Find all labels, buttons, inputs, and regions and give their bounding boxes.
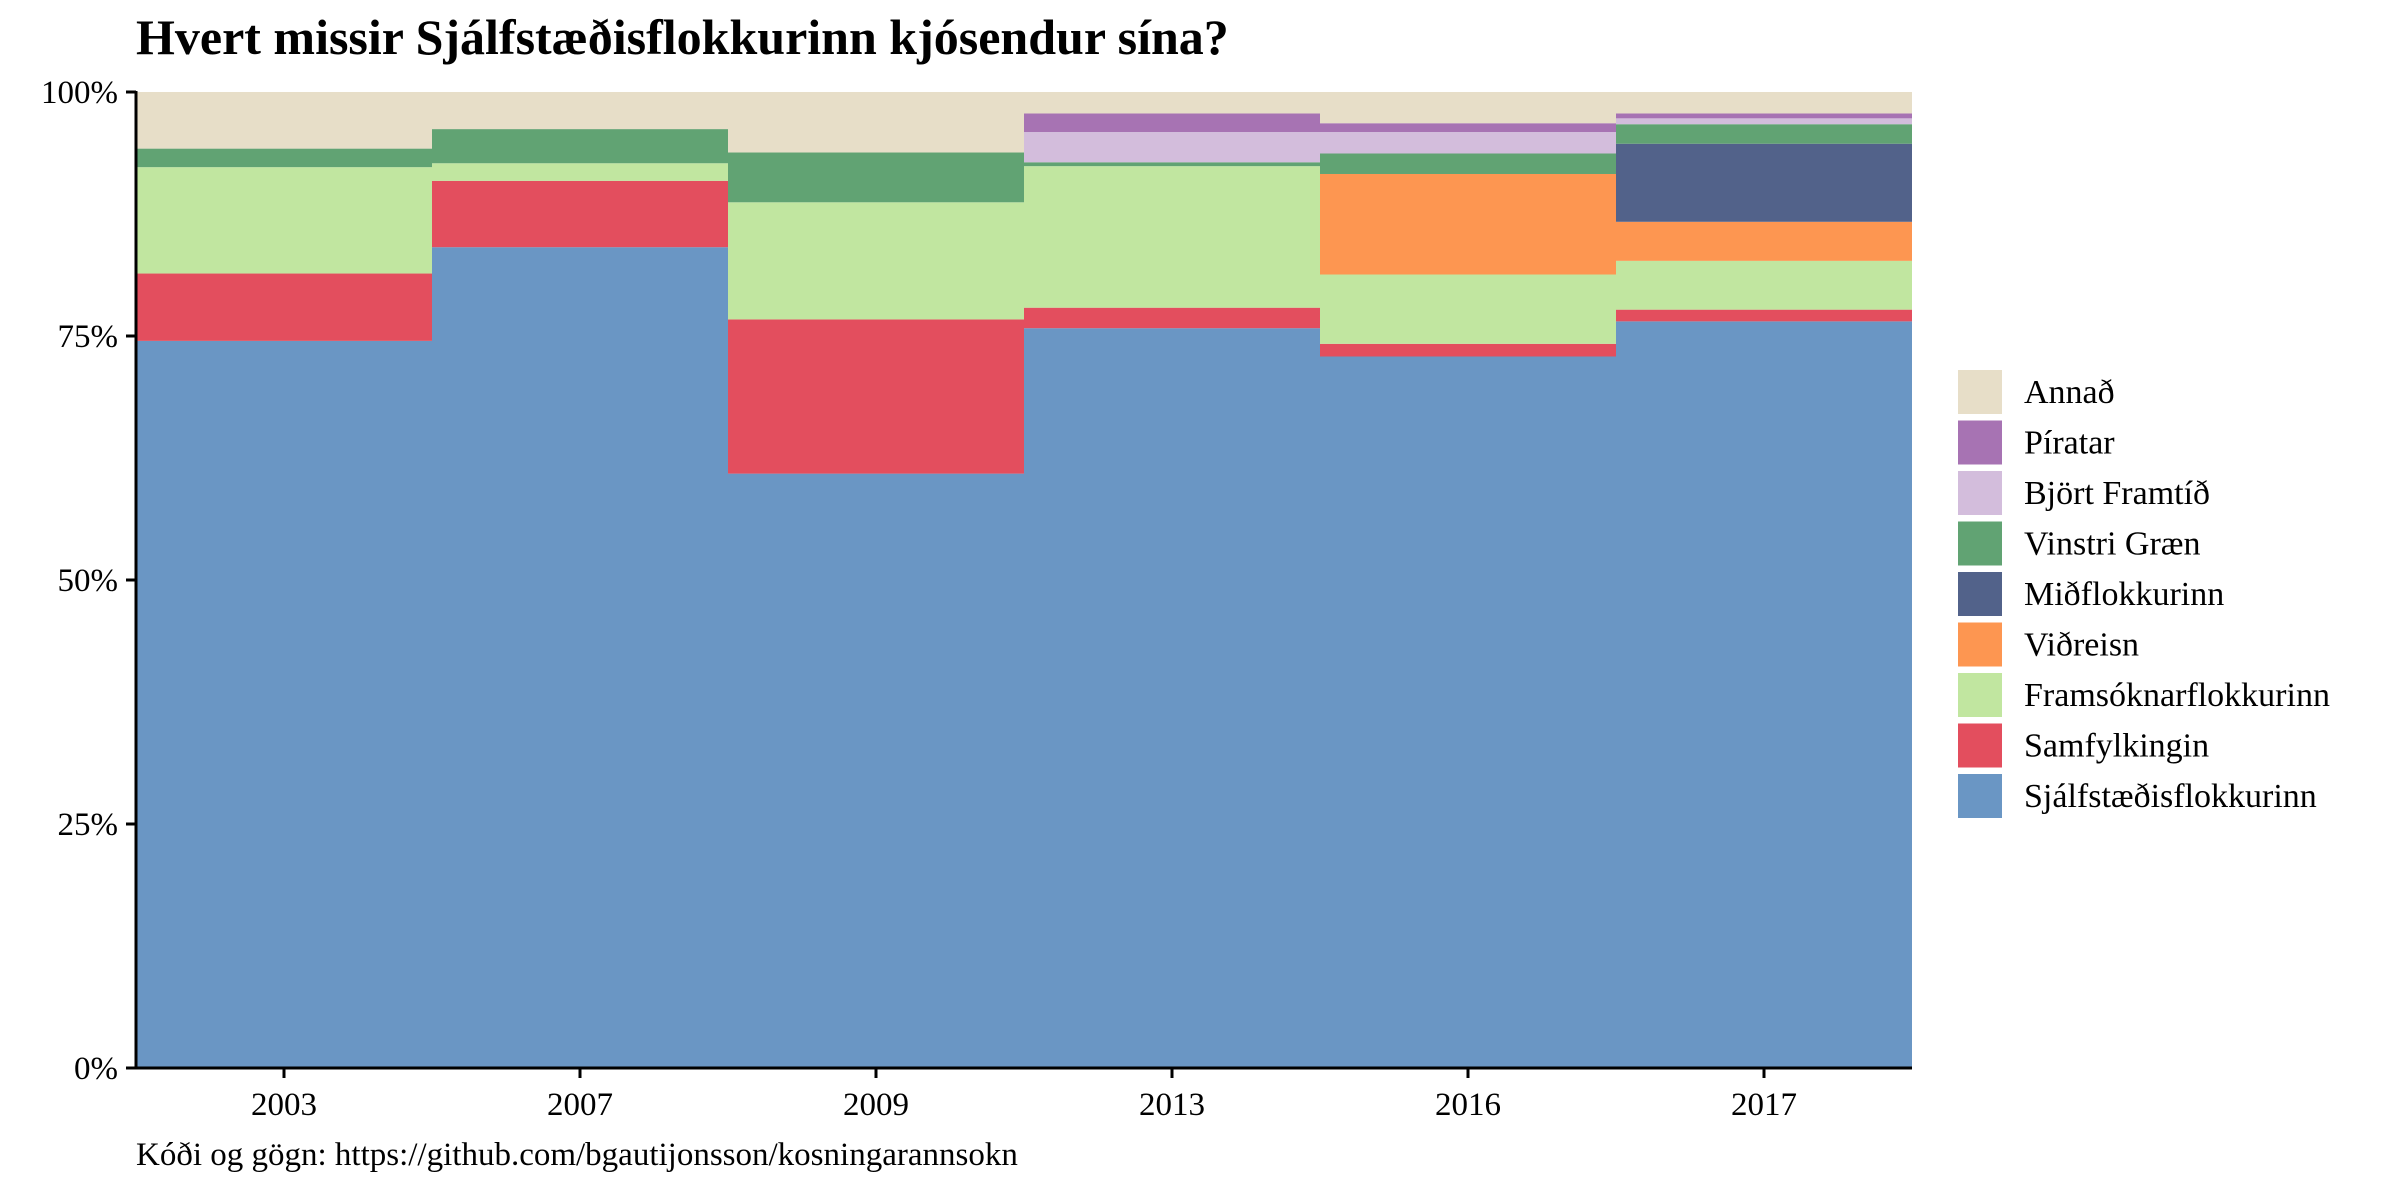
y-tick-label: 75%: [58, 319, 119, 355]
legend-label: Sjálfstæðisflokkurinn: [2024, 778, 2317, 815]
bar-segment-vinstri-gr-n-2017: [1616, 124, 1912, 144]
bar-segment-anna--2016: [1320, 92, 1616, 124]
bar-segment-bj-rt-framt--2013: [1024, 132, 1320, 163]
y-tick-label: 25%: [58, 807, 119, 843]
bar-segment-p-ratar-2017: [1616, 113, 1912, 119]
bar-segment-sj-lfst-isflokkurinn-2007: [432, 247, 728, 1068]
bar-segment-bj-rt-framt--2017: [1616, 118, 1912, 125]
bar-segment-sj-lfst-isflokkurinn-2009: [728, 473, 1024, 1068]
bar-segment-vinstri-gr-n-2007: [432, 129, 728, 164]
bar-segment-samfylkingin-2013: [1024, 307, 1320, 329]
legend-label: Vinstri Græn: [2024, 526, 2200, 563]
bar-segment-sj-lfst-isflokkurinn-2013: [1024, 328, 1320, 1068]
legend-label: Annað: [2024, 374, 2115, 411]
legend-swatch: [1958, 521, 2002, 566]
legend-swatch: [1958, 774, 2002, 818]
y-tick-label: 50%: [58, 563, 119, 599]
legend-swatch: [1958, 420, 2002, 465]
legend-swatch: [1958, 370, 2002, 414]
bar-segment-frams-knarflokkurinn-2007: [432, 163, 728, 181]
legend: Annað Píratar Björt Framtíð Vinstri Græn Mið…: [1958, 370, 2330, 818]
bar-segment-p-ratar-2016: [1320, 123, 1616, 133]
bar-segment-vinstri-gr-n-2009: [728, 152, 1024, 203]
legend-label: Framsóknarflokkurinn: [2024, 677, 2330, 714]
legend-label: Samfylkingin: [2024, 728, 2209, 765]
legend-swatch: [1958, 673, 2002, 717]
bar-segment-samfylkingin-2007: [432, 180, 728, 248]
legend-label: Björt Framtíð: [2024, 475, 2210, 512]
y-tick-label: 0%: [74, 1051, 118, 1087]
bar-segment-samfylkingin-2016: [1320, 343, 1616, 357]
legend-label: Miðflokkurinn: [2024, 576, 2224, 613]
legend-swatch: [1958, 471, 2002, 515]
source-caption: Kóði og gögn: https://github.com/bgautij…: [136, 1137, 1018, 1173]
bars-group: [136, 92, 1912, 1068]
x-tick-label: 2017: [1731, 1087, 1797, 1123]
bar-segment-samfylkingin-2003: [136, 273, 432, 341]
bar-segment-samfylkingin-2017: [1616, 309, 1912, 322]
bar-segment-mi-flokkurinn-2017: [1616, 143, 1912, 222]
legend-swatch: [1958, 572, 2002, 616]
bar-segment-anna--2009: [728, 92, 1024, 153]
bar-segment-anna--2003: [136, 92, 432, 149]
bar-segment-frams-knarflokkurinn-2017: [1616, 260, 1912, 310]
x-tick-label: 2016: [1435, 1087, 1501, 1123]
bar-segment-bj-rt-framt--2016: [1320, 132, 1616, 154]
legend-swatch: [1958, 622, 2002, 667]
chart-title: Hvert missir Sjálfstæðisflokkurinn kjóse…: [136, 9, 1229, 65]
legend-label: Viðreisn: [2024, 627, 2139, 664]
bar-segment-frams-knarflokkurinn-2003: [136, 167, 432, 274]
x-tick-label: 2013: [1139, 1087, 1205, 1123]
bar-segment-frams-knarflokkurinn-2016: [1320, 274, 1616, 344]
bar-segment-sj-lfst-isflokkurinn-2016: [1320, 356, 1616, 1068]
legend-swatch: [1958, 723, 2002, 768]
x-tick-label: 2009: [843, 1087, 909, 1123]
legend-label: Píratar: [2024, 425, 2115, 462]
bar-segment-frams-knarflokkurinn-2009: [728, 202, 1024, 320]
bar-segment-samfylkingin-2009: [728, 319, 1024, 474]
bar-segment-vinstri-gr-n-2013: [1024, 162, 1320, 167]
bar-segment-sj-lfst-isflokkurinn-2017: [1616, 321, 1912, 1068]
x-tick-label: 2007: [547, 1087, 613, 1123]
bar-segment-anna--2007: [432, 92, 728, 130]
bar-segment-vinstri-gr-n-2003: [136, 148, 432, 168]
bar-segment-sj-lfst-isflokkurinn-2003: [136, 340, 432, 1068]
bar-segment-vinstri-gr-n-2016: [1320, 153, 1616, 174]
bar-segment-anna--2013: [1024, 92, 1320, 114]
bar-segment-frams-knarflokkurinn-2013: [1024, 166, 1320, 308]
bar-segment-vi-reisn-2016: [1320, 173, 1616, 275]
bar-segment-vi-reisn-2017: [1616, 221, 1912, 261]
bar-segment-anna--2017: [1616, 92, 1912, 114]
bar-segment-p-ratar-2013: [1024, 113, 1320, 133]
y-tick-label: 100%: [41, 75, 118, 111]
x-tick-label: 2003: [251, 1087, 317, 1123]
